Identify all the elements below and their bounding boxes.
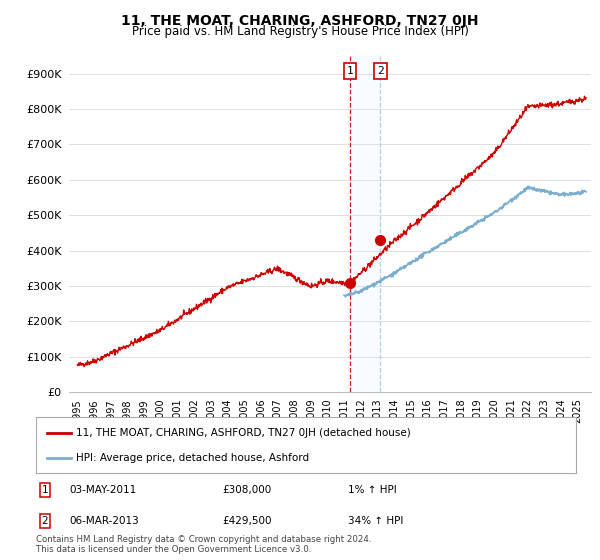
Text: £308,000: £308,000 bbox=[222, 485, 271, 495]
Text: 1: 1 bbox=[346, 66, 353, 76]
Text: £429,500: £429,500 bbox=[222, 516, 271, 526]
Text: 03-MAY-2011: 03-MAY-2011 bbox=[69, 485, 136, 495]
Text: 2: 2 bbox=[377, 66, 384, 76]
Bar bbox=[350, 56, 380, 392]
Text: 11, THE MOAT, CHARING, ASHFORD, TN27 0JH: 11, THE MOAT, CHARING, ASHFORD, TN27 0JH bbox=[121, 14, 479, 28]
Text: 2: 2 bbox=[41, 516, 49, 526]
Text: 11, THE MOAT, CHARING, ASHFORD, TN27 0JH (detached house): 11, THE MOAT, CHARING, ASHFORD, TN27 0JH… bbox=[77, 428, 411, 438]
Text: 06-MAR-2013: 06-MAR-2013 bbox=[69, 516, 139, 526]
Text: HPI: Average price, detached house, Ashford: HPI: Average price, detached house, Ashf… bbox=[77, 452, 310, 463]
Text: 34% ↑ HPI: 34% ↑ HPI bbox=[348, 516, 403, 526]
Text: Price paid vs. HM Land Registry's House Price Index (HPI): Price paid vs. HM Land Registry's House … bbox=[131, 25, 469, 38]
Text: 1% ↑ HPI: 1% ↑ HPI bbox=[348, 485, 397, 495]
Text: Contains HM Land Registry data © Crown copyright and database right 2024.
This d: Contains HM Land Registry data © Crown c… bbox=[36, 535, 371, 554]
Text: 1: 1 bbox=[41, 485, 49, 495]
